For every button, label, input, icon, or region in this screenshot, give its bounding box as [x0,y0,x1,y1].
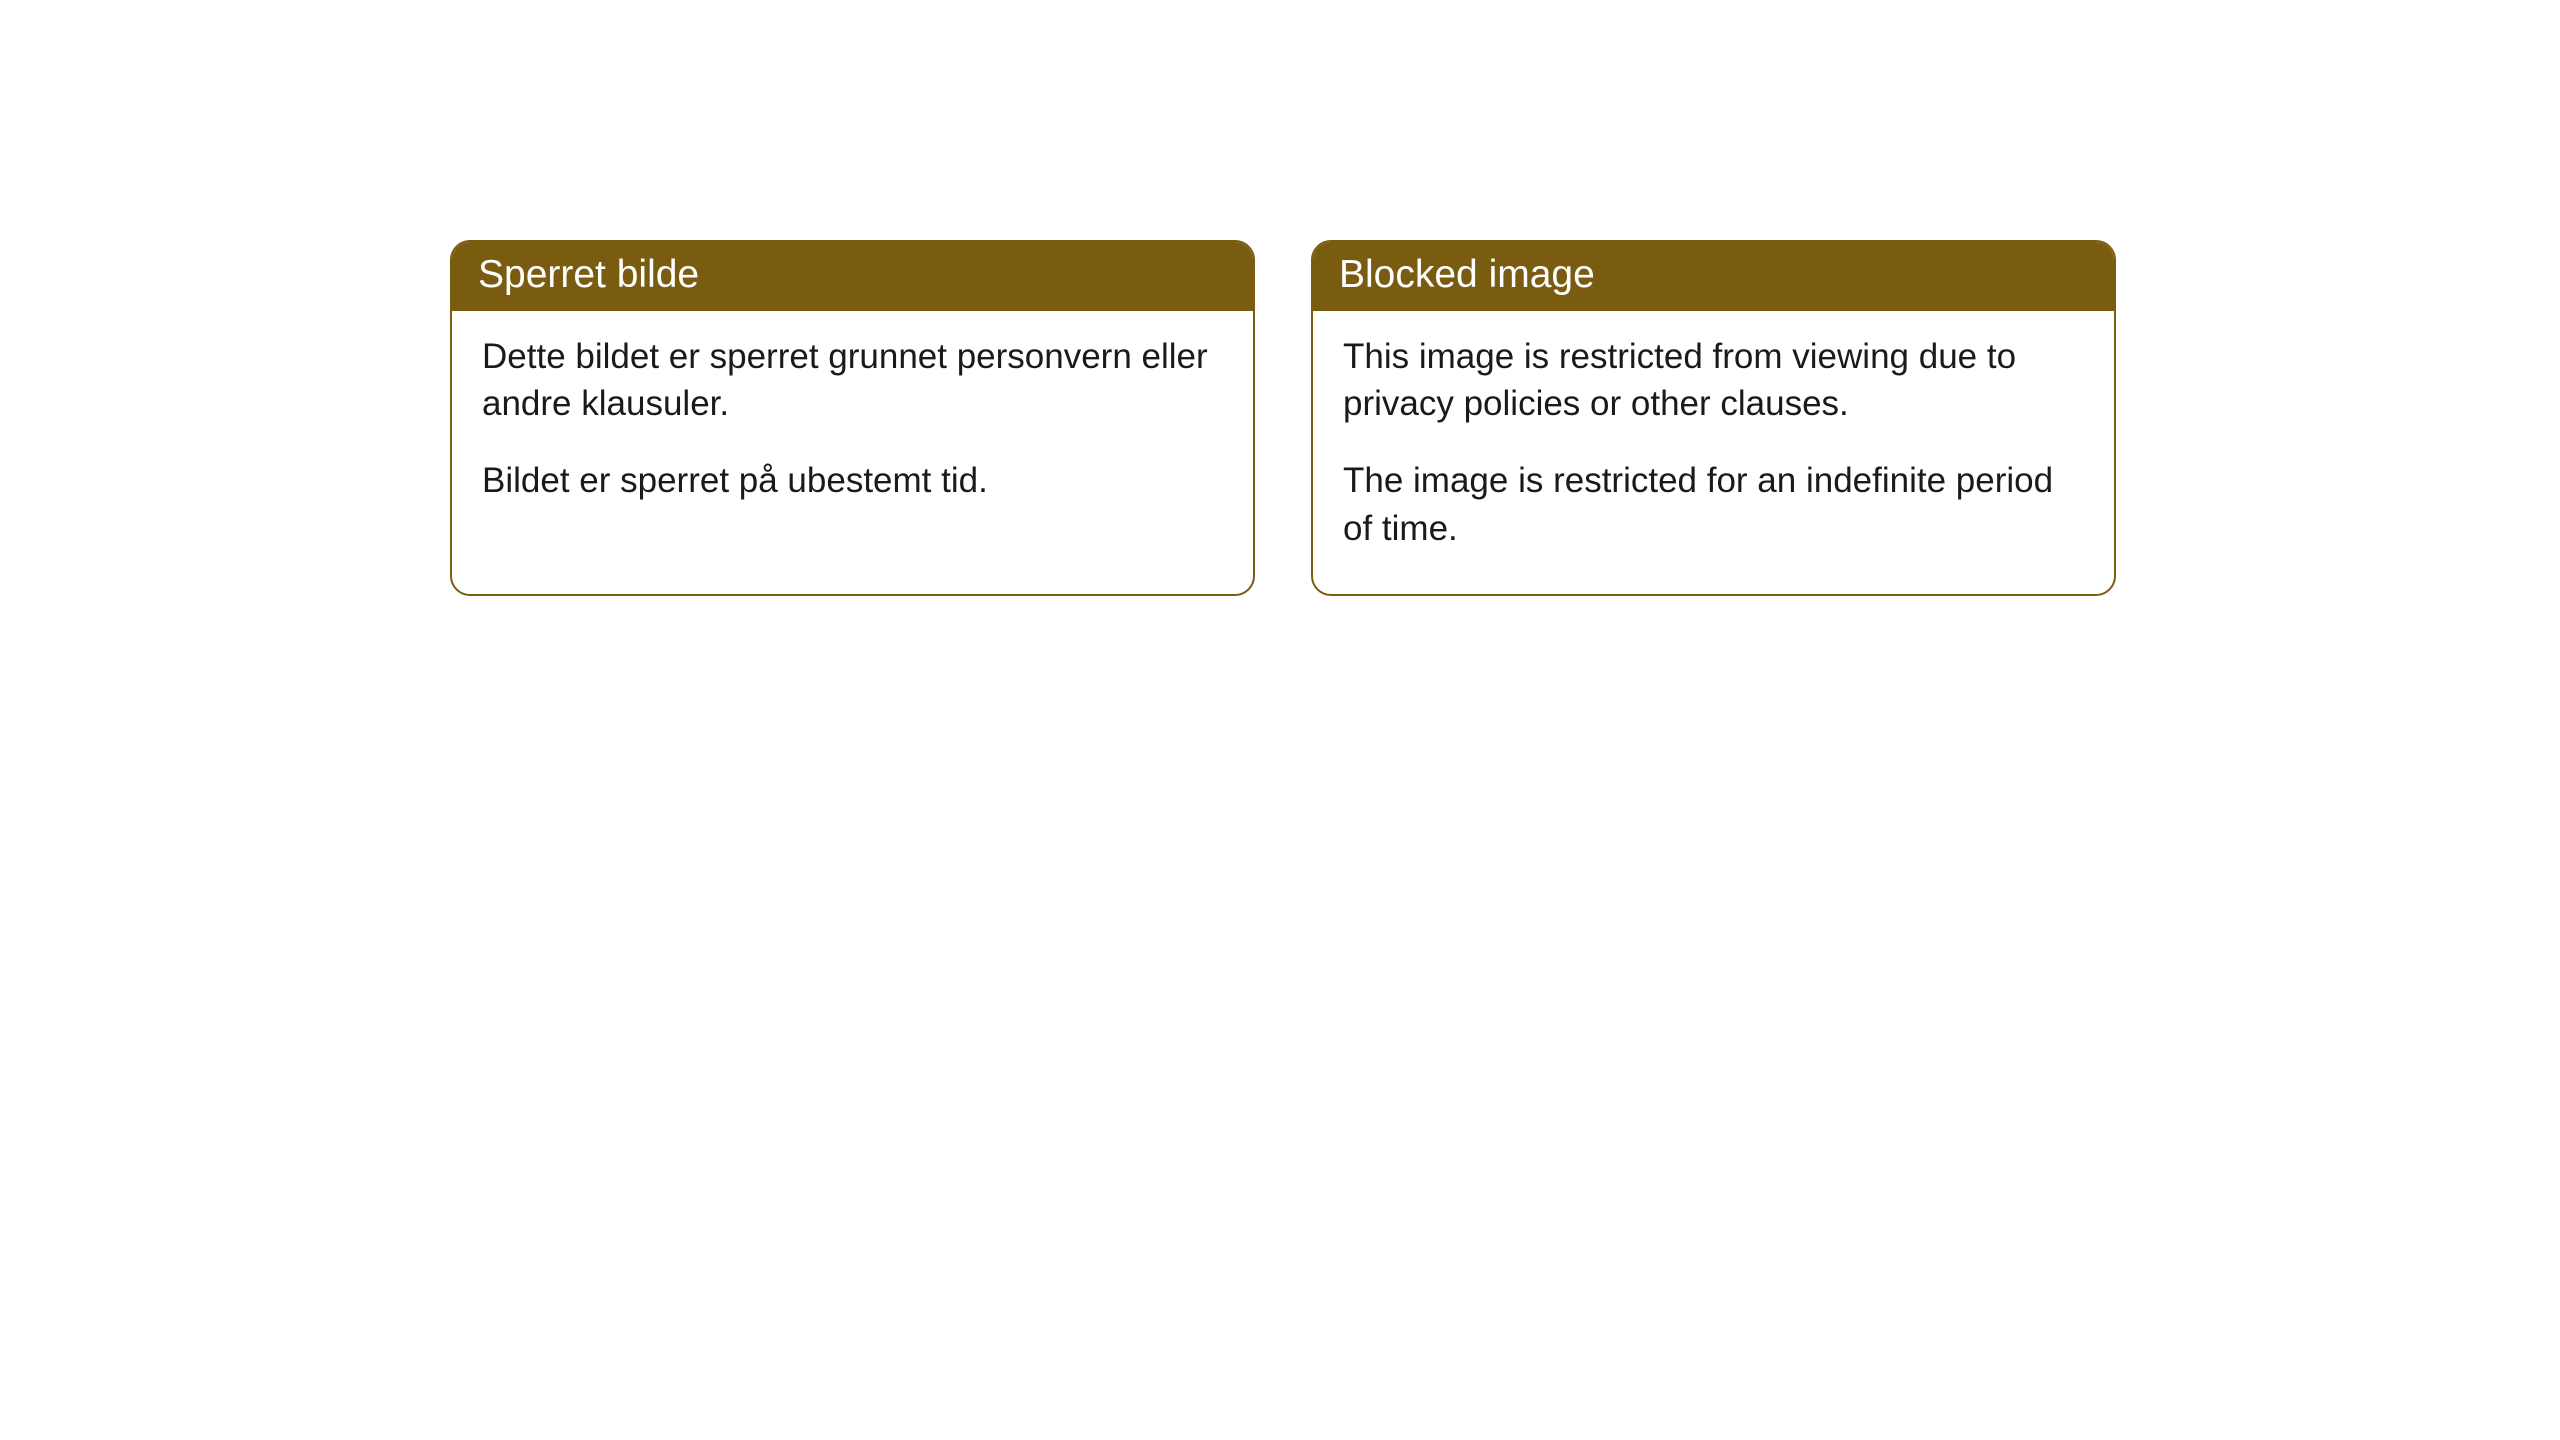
cards-container: Sperret bilde Dette bildet er sperret gr… [450,240,2116,596]
card-title: Blocked image [1313,242,2114,311]
card-paragraph: The image is restricted for an indefinit… [1343,457,2084,552]
card-body: This image is restricted from viewing du… [1313,311,2114,594]
card-title: Sperret bilde [452,242,1253,311]
card-body: Dette bildet er sperret grunnet personve… [452,311,1253,547]
card-paragraph: This image is restricted from viewing du… [1343,333,2084,428]
notice-card-norwegian: Sperret bilde Dette bildet er sperret gr… [450,240,1255,596]
card-paragraph: Bildet er sperret på ubestemt tid. [482,457,1223,504]
notice-card-english: Blocked image This image is restricted f… [1311,240,2116,596]
card-paragraph: Dette bildet er sperret grunnet personve… [482,333,1223,428]
